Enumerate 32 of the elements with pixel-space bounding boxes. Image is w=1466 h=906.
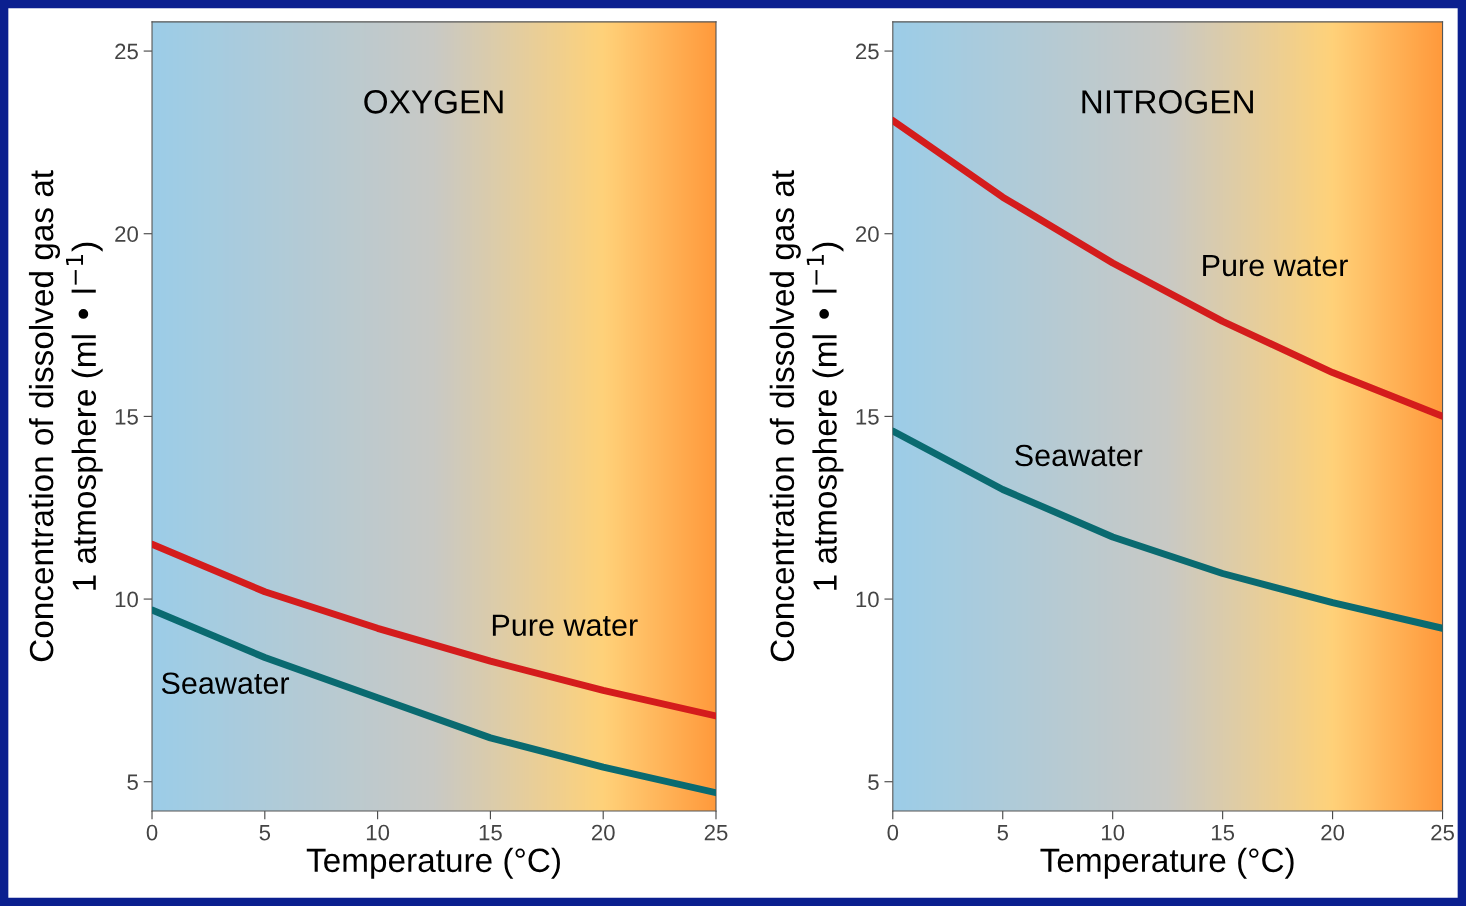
y-tick-label: 10: [856, 591, 879, 608]
y-tick-label: 5: [127, 774, 138, 790]
x-tick-label: 5: [997, 824, 1008, 841]
x-tick-label: 15: [1211, 824, 1235, 841]
series-label: Seawater: [161, 672, 290, 695]
x-axis-title: Temperature (°C): [306, 847, 560, 879]
y-tick-label: 10: [115, 591, 138, 608]
x-axis-title: Temperature (°C): [1040, 847, 1294, 879]
x-tick-label: 15: [479, 824, 502, 841]
y-tick-label: 20: [856, 226, 879, 242]
x-tick-label: 25: [704, 824, 728, 841]
text: NITROGEN: [1082, 90, 1253, 114]
y-axis-title: Concentration of dissolved gas at 1 atmosphere (ml • l$^{−1}$): [28, 170, 103, 662]
x-tick-label: 10: [1102, 824, 1125, 841]
x-tick-label: 20: [591, 824, 615, 841]
y-tick-label: 5: [868, 774, 879, 790]
x-tick-label: 0: [146, 824, 158, 841]
x-tick-label: 25: [1431, 824, 1454, 841]
x-tick-label: 10: [366, 824, 390, 841]
series-label: Seawater: [1015, 444, 1143, 467]
y-tick-label: 15: [856, 409, 879, 425]
series-label: Pure water: [492, 614, 638, 637]
y-tick-label: 25: [115, 43, 138, 60]
x-tick-label: 0: [887, 824, 899, 841]
y-tick-label: 20: [115, 226, 138, 242]
y-tick-label: 25: [856, 43, 879, 60]
text: OXYGEN: [364, 90, 503, 114]
y-axis-title: Concentration of dissolved gas at 1 atmosphere (ml • l$^{−1}$): [769, 170, 844, 662]
series-label: Pure water: [1203, 254, 1348, 277]
y-tick-label: 15: [115, 409, 138, 425]
x-tick-label: 20: [1321, 824, 1345, 841]
x-tick-label: 5: [259, 824, 271, 841]
